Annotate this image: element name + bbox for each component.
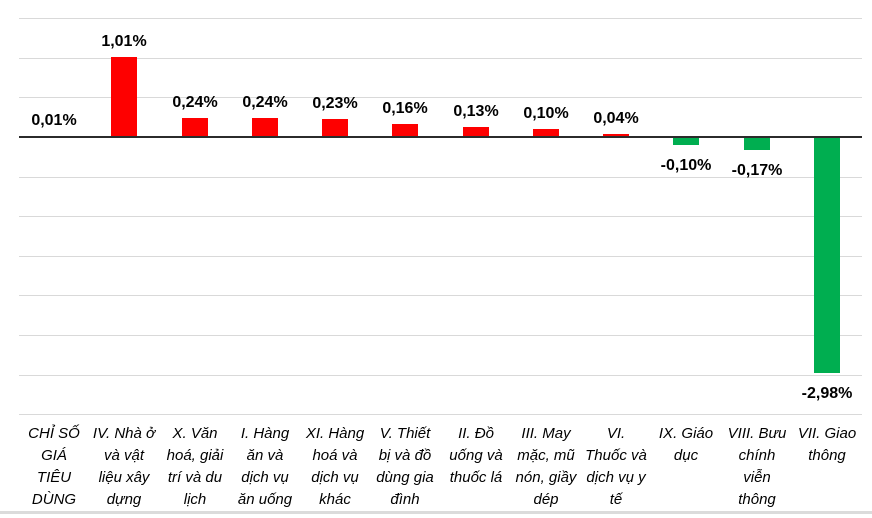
category-label: IX. Giáo dục bbox=[658, 425, 714, 464]
value-label: -0,10% bbox=[660, 157, 712, 174]
category-label: IV. Nhà ở và vật liệu xây dựng bbox=[92, 425, 156, 508]
category-label: III. May mặc, mũ nón, giầy dép bbox=[515, 425, 577, 508]
value-label: -0,17% bbox=[731, 162, 783, 179]
value-label: 0,24% bbox=[172, 94, 218, 111]
gridline bbox=[19, 18, 862, 19]
value-label: 0,24% bbox=[242, 94, 288, 111]
gridline bbox=[19, 295, 862, 296]
value-label: 0,10% bbox=[523, 105, 569, 122]
bottom-divider bbox=[0, 511, 872, 514]
chart-bar bbox=[673, 137, 699, 145]
gridline bbox=[19, 58, 862, 59]
gridline bbox=[19, 256, 862, 257]
gridline bbox=[19, 216, 862, 217]
chart-bar bbox=[603, 134, 629, 137]
gridline bbox=[19, 414, 862, 415]
category-label: X. Văn hoá, giải trí và du lịch bbox=[166, 425, 224, 508]
gridline bbox=[19, 335, 862, 336]
value-label: -2,98% bbox=[801, 385, 853, 402]
value-label: 0,01% bbox=[31, 112, 77, 129]
chart-bar bbox=[533, 129, 559, 137]
category-label: VIII. Bưu chính viễn thông bbox=[727, 425, 787, 508]
chart-bar bbox=[252, 118, 278, 137]
category-label: II. Đồ uống và thuốc lá bbox=[449, 425, 503, 486]
value-label: 0,13% bbox=[453, 103, 499, 120]
chart-bar bbox=[744, 137, 770, 150]
chart-bar bbox=[322, 119, 348, 137]
category-label: CHỈ SỐ GIÁ TIÊU DÙNG bbox=[28, 425, 80, 508]
category-label: V. Thiết bị và đồ dùng gia đình bbox=[376, 425, 434, 508]
zero-axis-line bbox=[19, 136, 862, 138]
category-label: I. Hàng ăn và dịch vụ ăn uống bbox=[237, 425, 293, 508]
category-label: VII. Giao thông bbox=[797, 425, 857, 464]
value-label: 1,01% bbox=[101, 33, 147, 50]
category-label: XI. Hàng hoá và dịch vụ khác bbox=[305, 425, 365, 508]
gridline bbox=[19, 375, 862, 376]
value-label: 0,23% bbox=[312, 95, 358, 112]
value-label: 0,16% bbox=[382, 100, 428, 117]
chart-bar bbox=[182, 118, 208, 137]
gridline bbox=[19, 97, 862, 98]
gridline bbox=[19, 177, 862, 178]
chart-bar bbox=[463, 127, 489, 137]
chart-bar bbox=[392, 124, 418, 137]
chart-bar bbox=[814, 137, 840, 373]
chart-bar bbox=[111, 57, 137, 137]
category-label: VI. Thuốc và dịch vụ y tế bbox=[585, 425, 647, 508]
value-label: 0,04% bbox=[593, 110, 639, 127]
